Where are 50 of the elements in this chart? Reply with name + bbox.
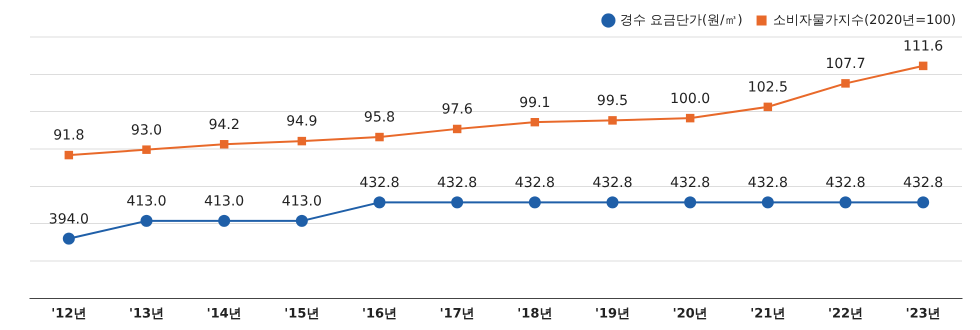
x-tick-label: '12년	[51, 306, 86, 322]
data-label: 94.2	[208, 116, 240, 133]
data-label: 97.6	[442, 102, 473, 118]
data-label: 102.5	[748, 80, 788, 96]
x-tick-label: '23년	[906, 306, 941, 322]
data-label: 99.5	[596, 93, 628, 110]
data-label: 432.8	[748, 175, 788, 192]
data-label: 111.6	[903, 38, 944, 54]
data-label: 107.7	[825, 56, 866, 72]
x-tick-label: '14년	[206, 306, 242, 322]
data-label: 93.0	[130, 122, 162, 138]
x-tick-label: '18년	[517, 306, 552, 322]
data-label: 413.0	[204, 194, 244, 210]
data-label: 91.8	[53, 128, 84, 144]
point	[918, 62, 928, 70]
x-tick-label: '20년	[672, 306, 708, 322]
x-tick-label: '19년	[594, 306, 630, 322]
data-label: 413.0	[126, 194, 167, 210]
data-label: 99.1	[519, 94, 550, 111]
point	[142, 145, 151, 154]
x-tick-label: '16년	[362, 306, 398, 322]
x-tick-label: '22년	[828, 306, 864, 322]
x-tick-label: '13년	[128, 306, 164, 322]
x-tick-label: '15년	[284, 306, 320, 322]
data-label: 432.8	[437, 175, 478, 192]
data-label: 432.8	[903, 175, 944, 192]
x-tick-label: '21년	[750, 306, 786, 322]
point	[64, 150, 74, 160]
point	[375, 132, 384, 142]
legend-label: 경수 요금단가(원/㎥)	[620, 12, 743, 28]
x-tick-label: '17년	[440, 306, 475, 322]
data-label: 100.0	[670, 90, 710, 107]
point	[530, 118, 540, 126]
data-label: 413.0	[282, 194, 322, 210]
data-label: 95.8	[364, 110, 396, 126]
data-label: 432.8	[670, 175, 710, 192]
data-label: 432.8	[514, 175, 555, 192]
point	[841, 79, 850, 88]
data-label: 394.0	[48, 211, 89, 228]
point	[452, 124, 462, 134]
point	[298, 136, 306, 146]
data-label: 432.8	[825, 175, 866, 192]
point	[764, 102, 772, 112]
data-label: 432.8	[592, 175, 633, 192]
data-label: 432.8	[359, 175, 400, 192]
data-label: 94.9	[286, 114, 318, 130]
point	[220, 140, 228, 149]
point	[686, 114, 694, 122]
legend-label: 소비자물가지수(2020년=100)	[773, 12, 956, 28]
point	[608, 116, 617, 125]
